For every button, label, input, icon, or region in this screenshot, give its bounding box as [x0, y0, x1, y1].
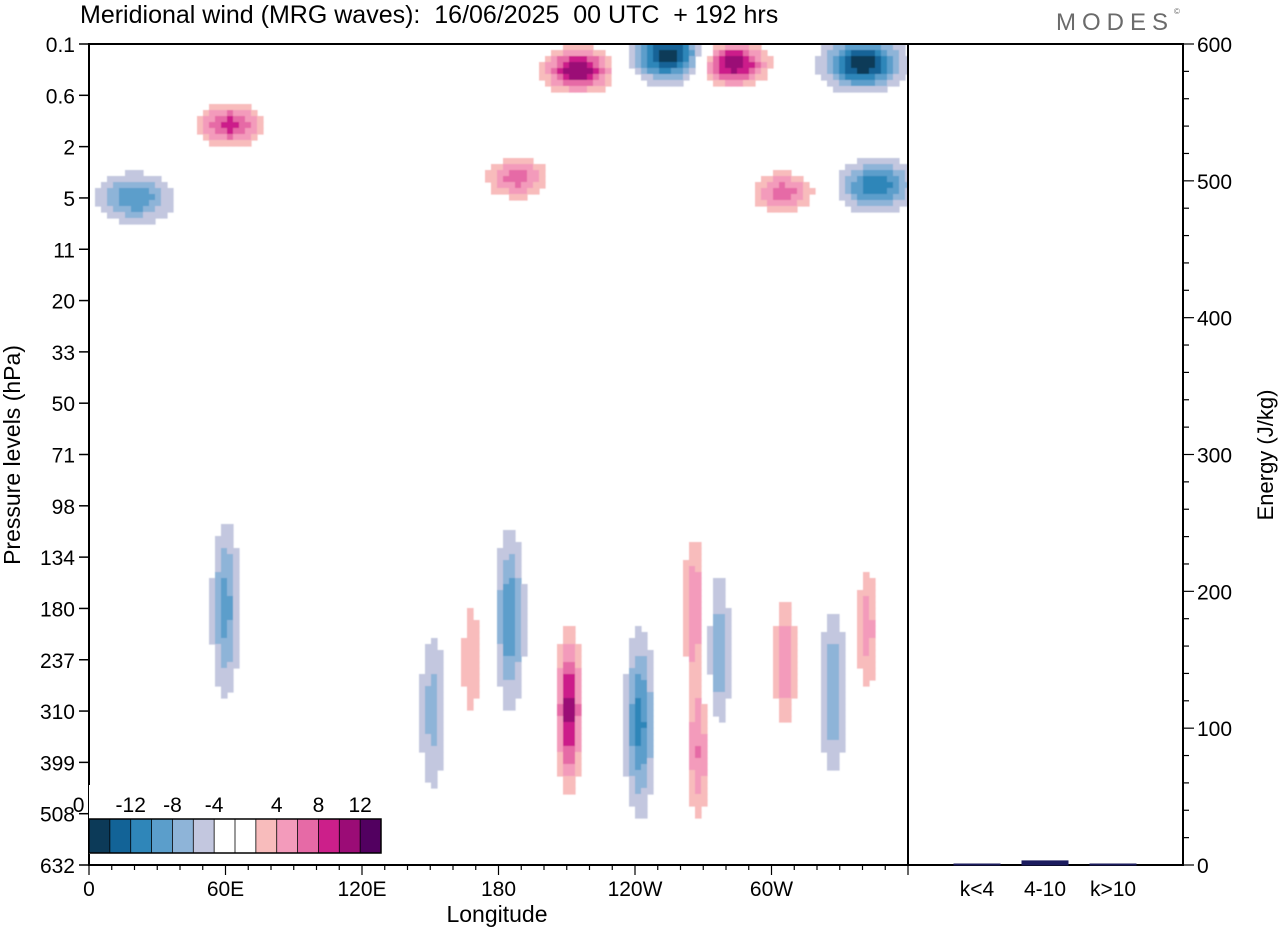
- pressure-tick-label: 237: [40, 650, 75, 673]
- pressure-tick-label: 310: [40, 701, 75, 724]
- pressure-tick-label: 0.1: [46, 34, 75, 57]
- energy-category-label: k>10: [1090, 878, 1136, 901]
- longitude-tick-label: 60E: [207, 878, 244, 901]
- colorbar-swatch: [109, 819, 132, 853]
- logo-text: MODES: [1056, 9, 1175, 36]
- colorbar-swatch: [89, 819, 111, 853]
- pressure-axis: 0.1 0.6 2 5 11 20 33 50 71 98 134 180 237 310 399 508 63…: [40, 34, 89, 878]
- longitude-axis: 0 60E 120E 180 120W 60W: [83, 865, 909, 901]
- longitude-tick-label: 0: [83, 878, 95, 901]
- energy-category-label: k<4: [960, 878, 995, 901]
- colorbar-swatch: [255, 819, 278, 853]
- energy-category-label: 4-10: [1024, 878, 1066, 901]
- energy-panel-frame: [907, 43, 1184, 866]
- pressure-tick-label: 508: [40, 804, 75, 827]
- pressure-tick-label: 33: [52, 342, 75, 365]
- colorbar-swatch: [193, 819, 215, 853]
- pressure-tick-label: 399: [40, 752, 75, 775]
- energy-tick-label: 300: [1197, 445, 1232, 468]
- logo-mark: ©: [1174, 7, 1180, 16]
- energy-bars: [953, 860, 1137, 866]
- longitude-tick-label: 120E: [337, 878, 386, 901]
- colorbar-swatch: [318, 819, 340, 853]
- colorbar-label: -12: [116, 794, 146, 817]
- colorbar-label: -8: [163, 794, 182, 817]
- energy-bar: [1089, 863, 1137, 866]
- colorbar-swatch: [130, 819, 153, 853]
- pressure-tick-label: 11: [53, 239, 75, 262]
- pressure-tick-label: 98: [52, 496, 75, 519]
- colorbar-label: 0: [73, 794, 85, 817]
- colorbar-swatch: [235, 819, 257, 853]
- heatmap-plot-area: [95, 44, 908, 819]
- colorbar: -12 -8 -4 0 4 8 12: [73, 785, 383, 854]
- energy-categories: k<4 4-10 k>10: [960, 878, 1136, 901]
- x-axis-label: Longitude: [446, 901, 547, 927]
- colorbar-swatch: [214, 819, 236, 853]
- colorbar-label: -4: [205, 794, 224, 817]
- colorbar-border: [88, 818, 382, 854]
- energy-tick-label: 100: [1197, 718, 1232, 741]
- energy-tick-label: 600: [1197, 34, 1232, 57]
- longitude-tick-label: 60W: [750, 878, 793, 901]
- colorbar-swatch: [339, 819, 361, 853]
- pressure-tick-label: 50: [52, 393, 75, 416]
- energy-tick-label: 500: [1197, 171, 1232, 194]
- colorbar-swatch: [297, 819, 319, 853]
- colorbar-label: 8: [313, 794, 325, 817]
- colorbar-label: 4: [271, 794, 283, 817]
- energy-axis-label: Energy (J/kg): [1253, 390, 1278, 521]
- y-axis-label: Pressure levels (hPa): [0, 345, 25, 565]
- colorbar-swatch: [172, 819, 194, 853]
- longitude-tick-label: 120W: [608, 878, 663, 901]
- pressure-tick-label: 71: [52, 445, 75, 468]
- colorbar-swatch: [276, 819, 299, 853]
- energy-bar: [953, 863, 1001, 866]
- colorbar-swatch: [360, 819, 382, 853]
- pressure-tick-label: 2: [63, 137, 75, 160]
- colorbar-swatch: [151, 819, 173, 853]
- pressure-tick-label: 180: [40, 598, 75, 621]
- modes-logo: MODES©: [1056, 7, 1180, 37]
- energy-bar: [1021, 860, 1069, 866]
- energy-axis: 0 100 200 300 400 500 600: [1183, 34, 1232, 878]
- pressure-tick-label: 134: [40, 547, 75, 570]
- pressure-tick-label: 0.6: [46, 85, 75, 108]
- pressure-tick-label: 5: [63, 188, 75, 211]
- energy-tick-label: 400: [1197, 308, 1232, 331]
- energy-tick-label: 200: [1197, 581, 1232, 604]
- longitude-tick-label: 180: [481, 878, 516, 901]
- colorbar-label: 12: [348, 794, 371, 817]
- pressure-tick-label: 20: [52, 291, 75, 314]
- chart-title: Meridional wind (MRG waves): 16/06/2025 …: [80, 1, 779, 29]
- energy-tick-label: 0: [1197, 855, 1209, 878]
- pressure-tick-label: 632: [40, 855, 75, 878]
